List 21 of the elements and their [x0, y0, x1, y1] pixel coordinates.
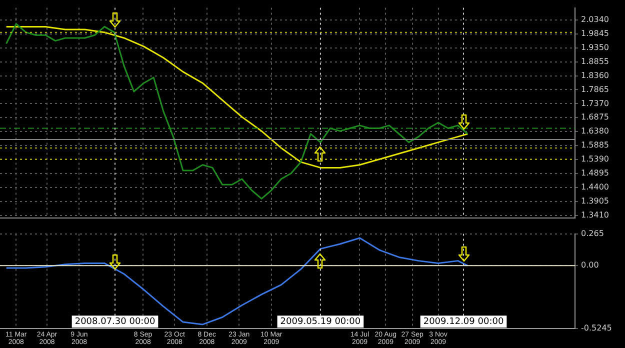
ref-line-label: 2009.12.09 00:00 [423, 316, 504, 327]
y-tick-label: 1.4400 [581, 182, 609, 192]
y-tick-label: 1.9845 [581, 28, 609, 38]
y-tick-label: 1.8855 [581, 56, 609, 66]
y-tick-label: 1.9350 [581, 42, 609, 52]
y-tick-label: 1.4895 [581, 168, 609, 178]
y-tick-label: 1.8360 [581, 70, 609, 80]
y-tick-label: 2.0340 [581, 15, 609, 24]
y-tick-label: 1.3410 [581, 210, 609, 220]
y-tick-label: 1.6875 [581, 112, 609, 122]
y-tick-label: 1.7865 [581, 84, 609, 94]
y-tick-label: 1.3905 [581, 196, 609, 206]
ref-line-label: 2009.05.19 00:00 [280, 316, 361, 327]
y-tick-label: 1.5390 [581, 154, 609, 164]
y-tick-label: 1.7370 [581, 98, 609, 108]
y-tick-label: 1.6380 [581, 126, 609, 136]
y-tick-label: 0.265 [581, 228, 604, 238]
ref-line-label: 2008.07.30 00:00 [74, 316, 156, 327]
y-tick-label: 0.00 [581, 260, 599, 270]
y-tick-label: 1.5885 [581, 140, 609, 150]
y-tick-label: -0.5245 [581, 324, 612, 333]
